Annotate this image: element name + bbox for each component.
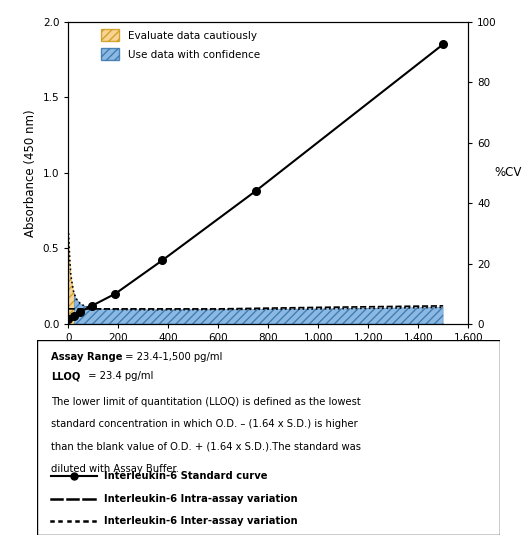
Text: standard concentration in which O.D. – (1.64 x S.D.) is higher: standard concentration in which O.D. – (… [50,419,358,429]
Text: The lower limit of quantitation (LLOQ) is defined as the lowest: The lower limit of quantitation (LLOQ) i… [50,396,360,407]
Text: = 23.4-1,500 pg/ml: = 23.4-1,500 pg/ml [123,352,223,362]
Text: than the blank value of O.D. + (1.64 x S.D.).The standard was: than the blank value of O.D. + (1.64 x S… [50,441,361,451]
Y-axis label: %CV: %CV [494,166,522,179]
Text: LLOQ: LLOQ [50,372,80,381]
Legend: Evaluate data cautiously, Use data with confidence: Evaluate data cautiously, Use data with … [96,25,264,65]
Text: Interleukin-6 Intra-assay variation: Interleukin-6 Intra-assay variation [104,494,298,504]
Text: diluted with Assay Buffer.: diluted with Assay Buffer. [50,464,179,474]
Text: Interleukin-6 Standard curve: Interleukin-6 Standard curve [104,471,267,481]
Y-axis label: Absorbance (450 nm): Absorbance (450 nm) [24,109,37,237]
Text: Assay Range: Assay Range [50,352,122,362]
X-axis label: Interleukin-6 (pg/ml): Interleukin-6 (pg/ml) [199,349,337,362]
Text: = 23.4 pg/ml: = 23.4 pg/ml [85,372,154,381]
Text: Interleukin-6 Inter-assay variation: Interleukin-6 Inter-assay variation [104,516,298,526]
